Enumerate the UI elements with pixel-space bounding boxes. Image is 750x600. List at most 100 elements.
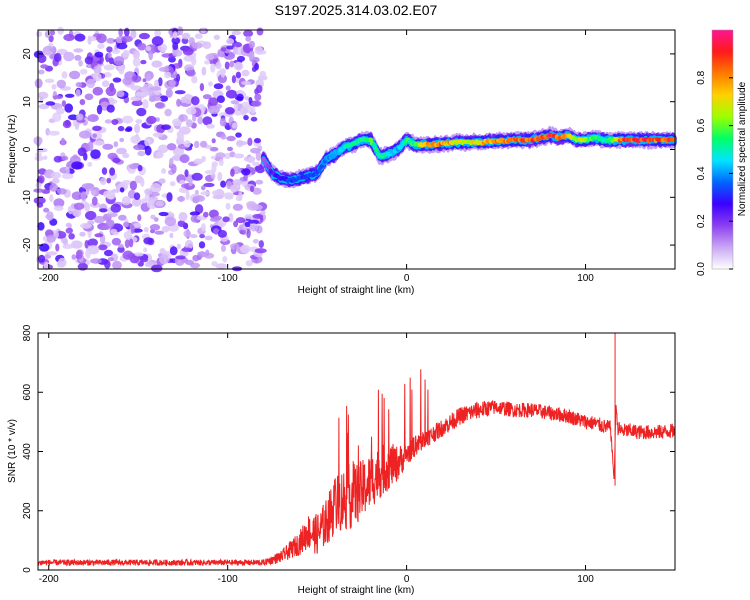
heatmap-cell (215, 61, 222, 70)
heatmap-cell (215, 152, 226, 159)
heatmap-cell (252, 213, 264, 219)
heatmap-cell (152, 132, 164, 138)
heatmap-cell (251, 100, 262, 107)
y-tick-label: 0 (22, 567, 33, 573)
heatmap-cell (206, 123, 215, 129)
heatmap-cell (84, 56, 94, 65)
heatmap-cell (122, 77, 133, 86)
heatmap-cell (241, 168, 251, 176)
heatmap-cell (185, 190, 190, 201)
heatmap-cell (144, 145, 152, 156)
heatmap-cell (144, 188, 153, 195)
heatmap-cell (118, 214, 127, 221)
heatmap-cell (46, 211, 54, 221)
heatmap-cell (92, 72, 102, 82)
heatmap-cell (79, 68, 88, 75)
heatmap-cell (146, 199, 158, 210)
y-tick-label: 200 (22, 502, 33, 519)
heatmap-cell (110, 228, 118, 235)
heatmap-cell (232, 41, 242, 48)
heatmap-cell (200, 191, 211, 196)
heatmap-cell (154, 102, 165, 109)
heatmap-cell (252, 239, 259, 244)
heatmap-cell (210, 63, 216, 73)
heatmap-cell (129, 163, 139, 170)
heatmap-cell (217, 74, 227, 84)
heatmap-cell (194, 140, 200, 149)
heatmap-cell (168, 56, 176, 63)
heatmap-cell (146, 115, 157, 125)
heatmap-cell (243, 115, 249, 121)
x-tick-label: 0 (404, 574, 410, 585)
heatmap-cell (202, 41, 212, 49)
heatmap-cell (142, 99, 149, 110)
heatmap-cell (211, 161, 218, 167)
heatmap-cell (159, 248, 166, 255)
heatmap-cell (131, 197, 142, 207)
heatmap-cell (250, 116, 258, 122)
heatmap-cell (79, 130, 91, 139)
figure-title: S197.2025.314.03.02.E07 (275, 2, 438, 18)
heatmap-cell (154, 217, 159, 222)
heatmap-cell (246, 228, 251, 239)
heatmap-cell (37, 222, 45, 231)
heatmap-cell (93, 65, 102, 74)
heatmap-cell (34, 78, 43, 89)
heatmap-cell (231, 122, 238, 129)
heatmap-cell (215, 263, 228, 269)
heatmap-cell (113, 56, 125, 66)
heatmap-cell (67, 114, 79, 121)
heatmap-cell (245, 260, 253, 267)
heatmap-cell (104, 119, 113, 124)
heatmap-cell (205, 249, 210, 257)
heatmap-cell (199, 140, 208, 148)
heatmap-cell (105, 86, 117, 97)
heatmap-cell (229, 60, 235, 68)
heatmap-cell (201, 155, 206, 163)
heatmap-cell (157, 144, 169, 154)
heatmap-cell (86, 78, 96, 89)
heatmap-cell (130, 29, 137, 39)
colorbar-tick-label: 0.6 (696, 118, 707, 132)
heatmap-cell (90, 258, 102, 264)
heatmap-cell (191, 75, 198, 84)
heatmap-cell (213, 34, 220, 40)
heatmap-cell (165, 88, 173, 98)
heatmap-cell (145, 45, 152, 52)
heatmap-cell (174, 90, 186, 95)
heatmap-cell (249, 223, 258, 232)
heatmap-cell (111, 119, 119, 125)
heatmap-cell (243, 29, 254, 37)
heatmap-cell (104, 249, 113, 257)
heatmap-cell (92, 86, 104, 96)
x-tick-label: 100 (577, 273, 594, 284)
heatmap-cell (111, 237, 122, 246)
heatmap-cell (49, 194, 54, 203)
heatmap-cell (185, 107, 197, 115)
heatmap-cell (249, 185, 255, 193)
heatmap-cell (236, 89, 245, 95)
heatmap-cell (210, 172, 216, 180)
heatmap-cell (169, 246, 178, 256)
heatmap-cell (136, 107, 147, 117)
heatmap-cell (178, 212, 188, 222)
heatmap-cell (107, 191, 116, 200)
heatmap-cell (122, 115, 134, 124)
heatmap-cell (239, 229, 246, 235)
heatmap-cell (213, 228, 220, 235)
heatmap-cell (235, 61, 243, 70)
heatmap-cell (61, 155, 69, 161)
heatmap-cell (239, 107, 248, 114)
heatmap-cell (55, 243, 60, 252)
heatmap-cell (204, 60, 211, 65)
y-tick-label: -10 (22, 190, 33, 205)
heatmap-cell (70, 240, 83, 249)
heatmap-cell (129, 180, 137, 191)
heatmap-cell (232, 46, 238, 55)
heatmap-cell (197, 116, 204, 125)
heatmap-cell (217, 171, 223, 182)
heatmap-cell (50, 171, 62, 179)
heatmap-cell (131, 75, 142, 83)
heatmap-cell (172, 49, 183, 57)
heatmap-cell (230, 243, 240, 250)
